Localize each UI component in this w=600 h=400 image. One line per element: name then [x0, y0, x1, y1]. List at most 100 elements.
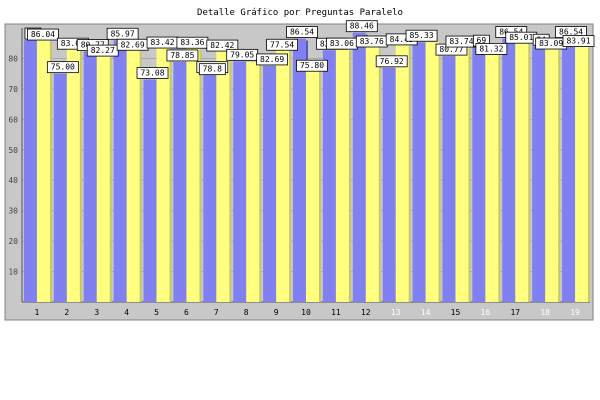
- data-label-box: [166, 49, 199, 62]
- data-label-box: [286, 26, 318, 38]
- y-tick-label: 70: [8, 85, 18, 94]
- data-label: 75.80: [300, 61, 324, 70]
- bar-series-2: [66, 49, 80, 303]
- bar-series-2: [276, 50, 290, 303]
- data-label: 82.27: [91, 46, 115, 55]
- bar-series-1: [143, 79, 157, 303]
- data-label-box: [375, 55, 408, 68]
- bar-series-2: [156, 48, 170, 303]
- bar-series-2: [246, 62, 260, 302]
- x-tick-label: 2: [64, 308, 69, 317]
- bar-series-2: [455, 47, 469, 302]
- data-label-box: [136, 67, 169, 79]
- bar-shadow: [169, 50, 172, 303]
- bar-series-2: [425, 42, 439, 302]
- data-label: 82.42: [210, 41, 234, 50]
- bar-series-1: [382, 67, 396, 302]
- bar-series-1: [502, 38, 516, 302]
- bar-shadow: [408, 46, 411, 302]
- bar-shadow: [528, 45, 531, 303]
- y-tick-label: 80: [8, 54, 18, 63]
- data-label-box: [27, 28, 59, 41]
- bar-series-1: [23, 40, 37, 302]
- data-label: 84.45: [390, 35, 414, 44]
- data-label: 83.91: [566, 37, 590, 46]
- x-tick-label: 12: [361, 308, 371, 317]
- bar-shadow: [259, 64, 262, 302]
- data-label: 86.54: [559, 28, 583, 37]
- data-label: 69: [477, 36, 487, 45]
- data-label: 85.01: [509, 33, 533, 42]
- data-label: 82.69: [121, 40, 145, 49]
- bar-series-1: [53, 73, 67, 303]
- bar-series-1: [322, 50, 336, 303]
- bar-series-2: [126, 50, 140, 303]
- x-tick-label: 19: [570, 308, 580, 317]
- data-label: 83.76: [360, 37, 384, 46]
- x-tick-label: 7: [214, 308, 219, 317]
- bar-series-2: [485, 54, 499, 302]
- bar-shadow: [438, 44, 441, 302]
- x-tick-label: 15: [451, 308, 461, 317]
- bar-series-2: [575, 46, 589, 303]
- bar-shadow: [109, 58, 112, 303]
- x-tick-label: 16: [481, 308, 491, 317]
- x-tick-label: 18: [540, 308, 550, 317]
- bar-series-1: [562, 38, 576, 302]
- bar-shadow: [468, 49, 471, 302]
- data-label-box: [345, 20, 378, 33]
- data-label: 78.8: [203, 65, 222, 74]
- bar-series-2: [306, 71, 319, 302]
- x-tick-label: 8: [244, 308, 249, 317]
- chart-title: Detalle Gráfico por Preguntas Paralelo: [197, 8, 403, 18]
- bar-shadow: [199, 50, 202, 302]
- y-tick-label: 50: [8, 146, 18, 155]
- data-label: 88.46: [350, 22, 374, 31]
- data-label: 83.04: [61, 39, 85, 48]
- data-label: 83.09: [539, 39, 563, 48]
- data-label-box: [296, 59, 328, 72]
- bar-series-1: [412, 42, 426, 302]
- x-tick-label: 6: [184, 308, 189, 317]
- x-tick-label: 17: [510, 308, 520, 317]
- data-label: 78.85: [170, 51, 194, 60]
- y-tick-label: 30: [8, 207, 18, 216]
- bar-series-2: [365, 46, 379, 303]
- data-label-box: [206, 39, 239, 52]
- data-label: 83.36: [180, 38, 204, 47]
- data-label-box: [475, 43, 508, 55]
- data-label: 83.42: [150, 38, 174, 47]
- data-label: 86.04: [31, 30, 55, 39]
- data-label: 79.05: [230, 50, 254, 59]
- data-label: 77.54: [270, 40, 294, 49]
- data-label: 76.92: [380, 57, 404, 66]
- data-label: 75.00: [51, 63, 75, 72]
- bar-shadow: [348, 51, 351, 302]
- x-tick-label: 1: [35, 308, 40, 317]
- y-tick-label: 10: [8, 268, 18, 277]
- data-label: 85.33: [410, 31, 434, 40]
- bar-series-1: [83, 51, 97, 302]
- data-label: 85.97: [111, 29, 135, 38]
- bar-shadow: [79, 51, 82, 303]
- bar-series-1: [472, 47, 486, 302]
- bar-series-2: [96, 56, 110, 303]
- data-label-box: [256, 53, 289, 66]
- y-tick-label: 60: [8, 115, 18, 124]
- data-label: 82.69: [260, 55, 284, 64]
- x-tick-label: 11: [331, 308, 341, 317]
- bar-series-1: [293, 38, 306, 302]
- bar-series-2: [545, 49, 559, 302]
- bar-series-2: [186, 48, 200, 302]
- bar-shadow: [319, 73, 321, 302]
- bar-shadow: [229, 53, 232, 302]
- bar-series-2: [515, 43, 529, 303]
- data-label: 73.08: [140, 69, 164, 78]
- data-label: 86.54: [290, 28, 314, 37]
- data-label-box: [266, 38, 299, 51]
- bar-shadow: [498, 56, 501, 302]
- bar-series-1: [442, 56, 456, 303]
- data-label-box: [562, 35, 595, 47]
- y-tick-label: 20: [8, 237, 18, 246]
